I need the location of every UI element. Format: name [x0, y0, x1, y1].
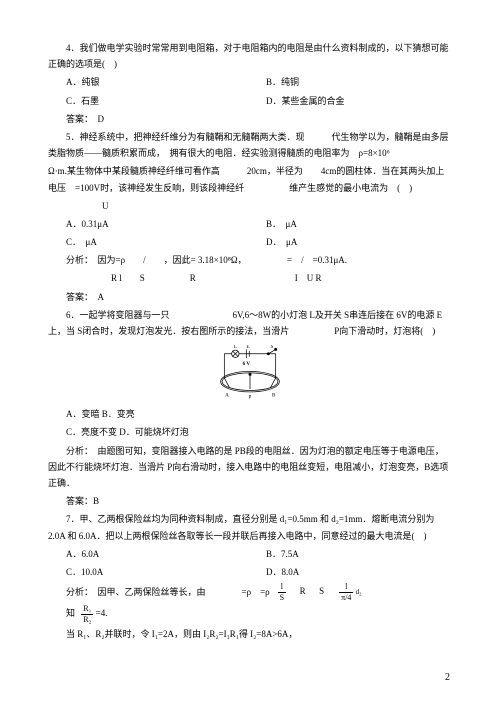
svg-text:L: L: [234, 345, 237, 350]
svg-text:6 V: 6 V: [243, 361, 251, 367]
svg-text:S: S: [271, 345, 274, 350]
q4-answer: 答案： D: [66, 111, 452, 127]
svg-text:E: E: [246, 345, 249, 350]
q7-ana2: 知 R₁ R₂ =4.: [66, 604, 452, 624]
frac1: l S: [278, 582, 286, 602]
q5-row2: C． μA D． μA: [66, 234, 452, 250]
q6-optA: A．变暗 B．变亮: [66, 406, 452, 422]
q4-row1: A．纯银 B．纯铜: [66, 74, 452, 90]
page-number: 2: [445, 669, 450, 687]
q5-ana2: R l S R I U R: [66, 270, 452, 286]
q7-row1: A．6.0A B．7.5A: [66, 546, 452, 562]
q7-optB: B．7.5A: [266, 546, 446, 562]
q6-optC: C．亮度不变 D．可能烧坏灯泡: [66, 424, 452, 440]
q5-answer: 答案： A: [66, 289, 452, 305]
q7-text: 7．甲、乙两根保险丝均为同种资料制成，直径分别是 d₁=0.5mm 和 d₂=1…: [48, 511, 452, 543]
q5-text1: 5．神经系统中，把神经纤维分为有髓鞘和无髓鞘两大类．现 代生物学以为，髓鞘是由多…: [48, 129, 452, 161]
svg-text:P: P: [249, 395, 252, 400]
q4-optC: C．石墨: [66, 93, 266, 109]
frac2: l π/4: [339, 582, 353, 602]
q4-text: 4．我们做电学实验时常常用到电阻箱，对于电阻箱内的电阻是由什么资料制成的，以下猜…: [48, 40, 452, 72]
q7-ana1: 分析： 因甲、乙两保险丝等长，由 =ρ =ρ l S R S l π/4 d₂: [66, 582, 452, 602]
q6-ana: 分析： 由题图可知，变阻器接入电路的是 PB段的电阻丝．因为灯泡的额定电压等于电…: [48, 443, 452, 492]
svg-text:A: A: [225, 393, 229, 399]
q5-text2: Ω·m.某生物体中某段髓质神经纤维可看作高 20cm，半径为 4cm的圆柱体．当…: [48, 163, 452, 195]
q7-optD: D．8.0A: [266, 564, 446, 580]
q5-text3: U: [102, 198, 452, 214]
q7-optA: A．6.0A: [66, 546, 266, 562]
q5-optB: B． μA: [266, 216, 446, 232]
q4-row2: C．石墨 D．某些金属的合金: [66, 93, 452, 109]
q4-optA: A．纯银: [66, 74, 266, 90]
q6-figure: L E S 6 V A P B: [48, 345, 452, 400]
q6-text: 6．一起学将变阻器与一只 6V,6～8W的小灯泡 L及开关 S串连后接在 6V的…: [48, 307, 452, 339]
q5-ana1: 分析： 因为=ρ / ，因此= 3.18×10⁸Ω， = / =0.31μA.: [66, 252, 452, 268]
q7-optC: C．10.0A: [66, 564, 266, 580]
q5-optA: A．0.31μA: [66, 216, 266, 232]
q4-optB: B．纯铜: [266, 74, 446, 90]
q7-row2: C．10.0A D．8.0A: [66, 564, 452, 580]
q5-optD: D． μA: [266, 234, 446, 250]
q7-ana3: 当 R₁、R₂并联时，令 I₁=2A，则由 I₂R₂=I₁R₁得 I₂=8A>6…: [66, 626, 452, 642]
frac3: R₁ R₂: [81, 604, 93, 624]
q4-optD: D．某些金属的合金: [266, 93, 446, 109]
q5-optC: C． μA: [66, 234, 266, 250]
q6-answer: 答案：B: [66, 493, 452, 509]
q5-row1: A．0.31μA B． μA: [66, 216, 452, 232]
svg-text:B: B: [272, 393, 276, 399]
circuit-icon: L E S 6 V A P B: [205, 345, 295, 400]
